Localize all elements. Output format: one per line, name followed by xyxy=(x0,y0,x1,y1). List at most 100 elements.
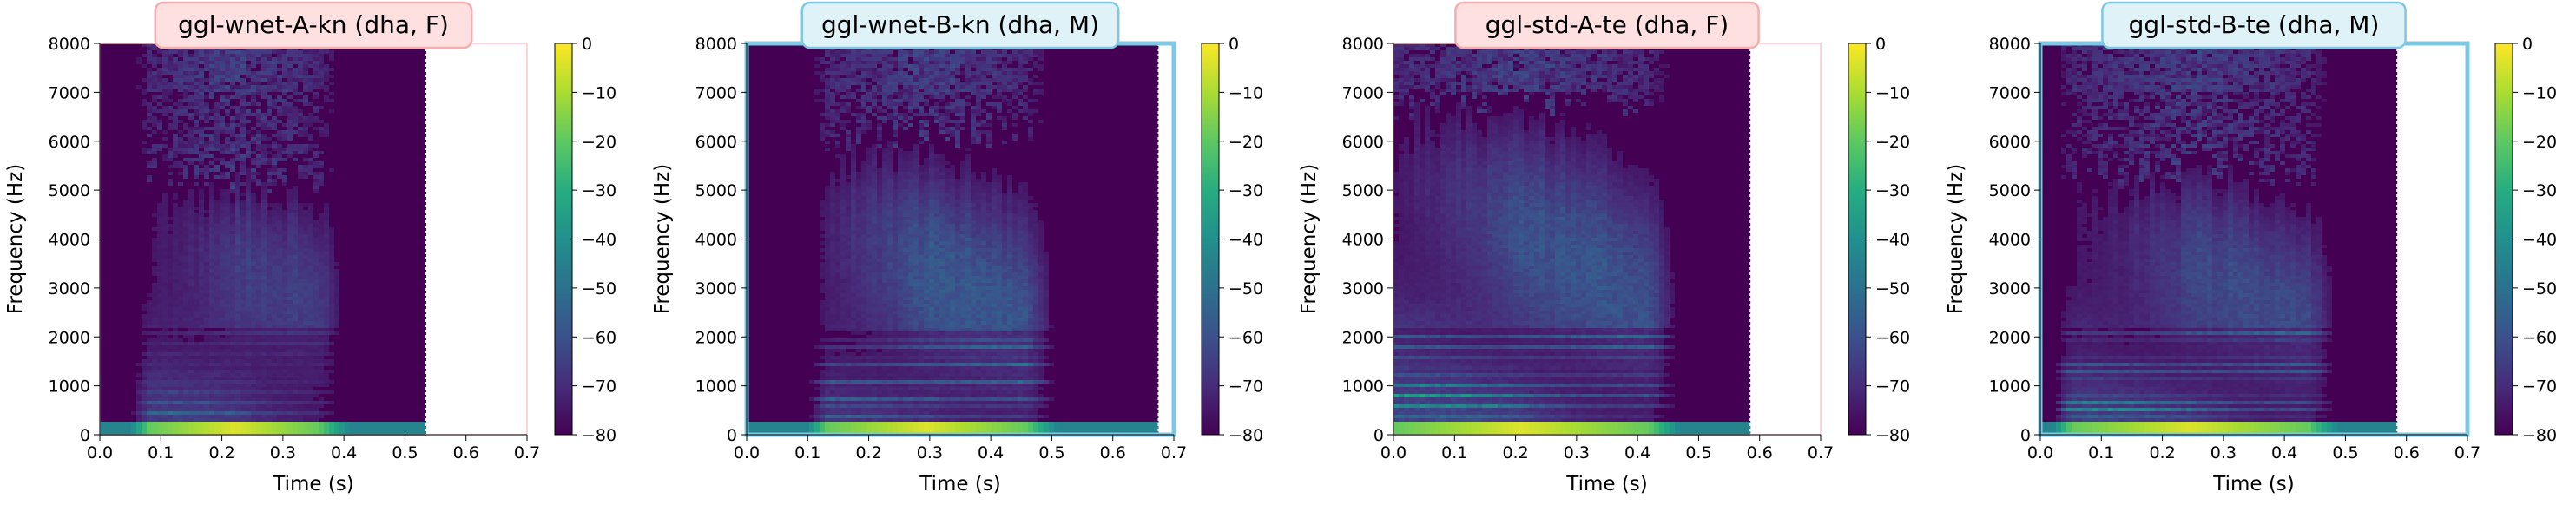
heatmap-cell xyxy=(298,272,303,276)
heatmap-cell xyxy=(142,148,147,151)
heatmap-cell xyxy=(303,349,308,352)
heatmap-cell xyxy=(825,113,830,116)
heatmap-cell xyxy=(147,179,152,182)
heatmap-cell xyxy=(866,57,872,61)
heatmap-cell xyxy=(298,134,303,137)
heatmap-cell xyxy=(324,345,329,349)
heatmap-cell xyxy=(147,102,152,106)
heatmap-cell xyxy=(272,231,277,234)
heatmap-cell xyxy=(872,220,877,224)
heatmap-cell xyxy=(267,286,272,290)
heatmap-cell xyxy=(230,349,235,352)
heatmap-cell xyxy=(251,307,256,311)
heatmap-cell xyxy=(178,418,183,422)
heatmap-cell xyxy=(173,61,178,64)
heatmap-cell xyxy=(162,335,168,338)
heatmap-cell xyxy=(851,429,856,432)
heatmap-cell xyxy=(188,220,194,224)
heatmap-cell xyxy=(204,165,209,168)
heatmap-cell xyxy=(162,193,168,196)
heatmap-cell xyxy=(188,304,194,307)
heatmap-cell xyxy=(830,286,835,290)
heatmap-cell xyxy=(199,425,204,429)
heatmap-cell xyxy=(277,50,282,54)
heatmap-cell xyxy=(846,307,851,311)
heatmap-cell xyxy=(861,50,866,54)
heatmap-cell xyxy=(183,113,188,116)
heatmap-cell xyxy=(214,370,220,373)
heatmap-cell xyxy=(287,82,293,85)
heatmap-cell xyxy=(230,380,235,384)
heatmap-cell xyxy=(293,200,298,203)
heatmap-cell xyxy=(199,321,204,325)
heatmap-cell xyxy=(147,151,152,154)
heatmap-cell xyxy=(251,217,256,220)
heatmap-cell xyxy=(397,422,402,425)
heatmap-cell xyxy=(830,390,835,394)
heatmap-cell xyxy=(251,276,256,279)
heatmap-cell xyxy=(308,266,313,269)
heatmap-cell xyxy=(157,401,162,404)
heatmap-cell xyxy=(287,227,293,231)
heatmap-cell xyxy=(251,168,256,172)
heatmap-cell xyxy=(846,397,851,401)
heatmap-cell xyxy=(204,217,209,220)
heatmap-cell xyxy=(830,345,835,349)
heatmap-cell xyxy=(861,210,866,213)
heatmap-cell xyxy=(882,193,887,196)
heatmap-cell xyxy=(214,390,220,394)
heatmap-cell xyxy=(825,328,830,331)
heatmap-cell xyxy=(877,314,882,318)
heatmap-cell xyxy=(866,71,872,75)
heatmap-cell xyxy=(178,172,183,175)
heatmap-cell xyxy=(240,411,246,415)
heatmap-cell xyxy=(324,335,329,338)
heatmap-cell xyxy=(230,238,235,241)
heatmap-cell xyxy=(287,390,293,394)
heatmap-cell xyxy=(168,248,173,252)
heatmap-cell xyxy=(856,283,861,286)
heatmap-cell xyxy=(851,318,856,321)
heatmap-cell xyxy=(251,220,256,224)
heatmap-cell xyxy=(230,269,235,272)
heatmap-cell xyxy=(277,318,282,321)
heatmap-cell xyxy=(188,113,194,116)
heatmap-cell xyxy=(152,404,157,408)
heatmap-cell xyxy=(173,384,178,387)
heatmap-cell xyxy=(183,231,188,234)
heatmap-cell xyxy=(235,259,240,262)
heatmap-cell xyxy=(152,144,157,148)
heatmap-cell xyxy=(199,113,204,116)
heatmap-cell xyxy=(272,213,277,217)
heatmap-cell xyxy=(204,422,209,425)
heatmap-cell xyxy=(246,68,251,71)
heatmap-cell xyxy=(350,422,355,425)
heatmap-cell xyxy=(188,356,194,359)
heatmap-cell xyxy=(376,432,381,436)
heatmap-cell xyxy=(183,71,188,75)
heatmap-cell xyxy=(157,144,162,148)
heatmap-cell xyxy=(157,311,162,314)
heatmap-cell xyxy=(214,352,220,356)
heatmap-cell xyxy=(872,397,877,401)
heatmap-cell xyxy=(188,384,194,387)
heatmap-cell xyxy=(846,120,851,123)
heatmap-cell xyxy=(298,366,303,370)
heatmap-cell xyxy=(199,359,204,363)
heatmap-cell xyxy=(204,397,209,401)
heatmap-cell xyxy=(220,102,225,106)
heatmap-cell xyxy=(293,411,298,415)
heatmap-cell xyxy=(846,314,851,318)
heatmap-cell xyxy=(835,227,840,231)
heatmap-cell xyxy=(246,175,251,179)
heatmap-cell xyxy=(329,311,334,314)
heatmap-cell xyxy=(303,71,308,75)
heatmap-cell xyxy=(856,314,861,318)
heatmap-cell xyxy=(830,196,835,200)
heatmap-cell xyxy=(830,203,835,207)
heatmap-cell xyxy=(329,304,334,307)
heatmap-cell xyxy=(313,61,319,64)
heatmap-cell xyxy=(194,99,199,102)
heatmap-cell xyxy=(277,401,282,404)
heatmap-cell xyxy=(225,338,230,342)
